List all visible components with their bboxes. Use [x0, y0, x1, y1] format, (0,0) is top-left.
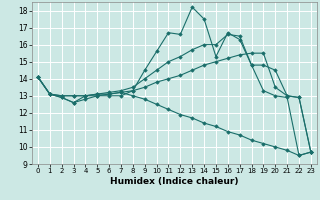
X-axis label: Humidex (Indice chaleur): Humidex (Indice chaleur) — [110, 177, 239, 186]
